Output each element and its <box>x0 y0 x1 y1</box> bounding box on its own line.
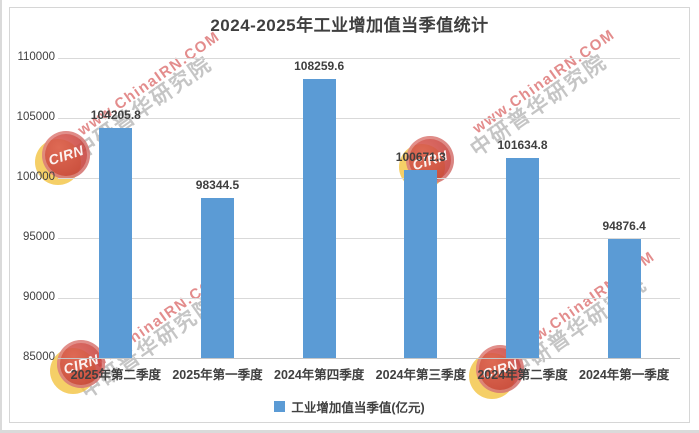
window-bottom-edge <box>0 430 699 433</box>
chart-title: 2024-2025年工业增加值当季值统计 <box>210 16 489 35</box>
bar-2025年第二季度 <box>99 127 133 358</box>
gridline <box>58 58 680 59</box>
data-label: 98344.5 <box>195 177 240 192</box>
bar-2025年第一季度 <box>201 197 234 358</box>
chart-frame <box>9 7 690 423</box>
data-label: 101634.8 <box>497 138 548 153</box>
data-label: 108259.6 <box>294 58 345 73</box>
x-axis-category-label: 2025年第一季度 <box>172 368 263 382</box>
y-axis-tick-label: 110000 <box>17 51 55 63</box>
data-label: 94876.4 <box>602 219 646 234</box>
bar-2024年第二季度 <box>506 158 539 358</box>
y-axis-tick-label: 90000 <box>23 291 55 303</box>
legend-label: 工业增加值当季值(亿元) <box>291 401 425 415</box>
data-label: 100671.3 <box>395 149 446 164</box>
gridline <box>58 238 680 239</box>
bar-2024年第三季度 <box>404 169 438 358</box>
x-axis-category-label: 2025年第二季度 <box>70 368 161 382</box>
x-axis-category-label: 2024年第三季度 <box>375 368 466 382</box>
gridline <box>58 298 680 299</box>
bar-2024年第一季度 <box>607 239 641 358</box>
x-axis-category-label: 2024年第一季度 <box>579 368 670 382</box>
y-axis-tick-label: 100000 <box>16 171 55 183</box>
x-axis-line <box>58 358 680 359</box>
window-left-edge <box>0 0 2 433</box>
x-axis-category-label: 2024年第四季度 <box>274 368 365 382</box>
y-axis-tick-label: 95000 <box>23 231 55 243</box>
data-label: 104205.8 <box>90 107 141 122</box>
gridline <box>58 178 680 179</box>
gridline <box>58 118 680 119</box>
y-axis-tick-label: 105000 <box>16 111 55 123</box>
x-axis-category-label: 2024年第二季度 <box>477 368 568 382</box>
legend: 工业增加值当季值(亿元) <box>0 397 699 416</box>
bar-2024年第四季度 <box>302 78 336 358</box>
legend-swatch-icon <box>274 401 286 412</box>
y-axis-tick-label: 85000 <box>23 351 55 363</box>
